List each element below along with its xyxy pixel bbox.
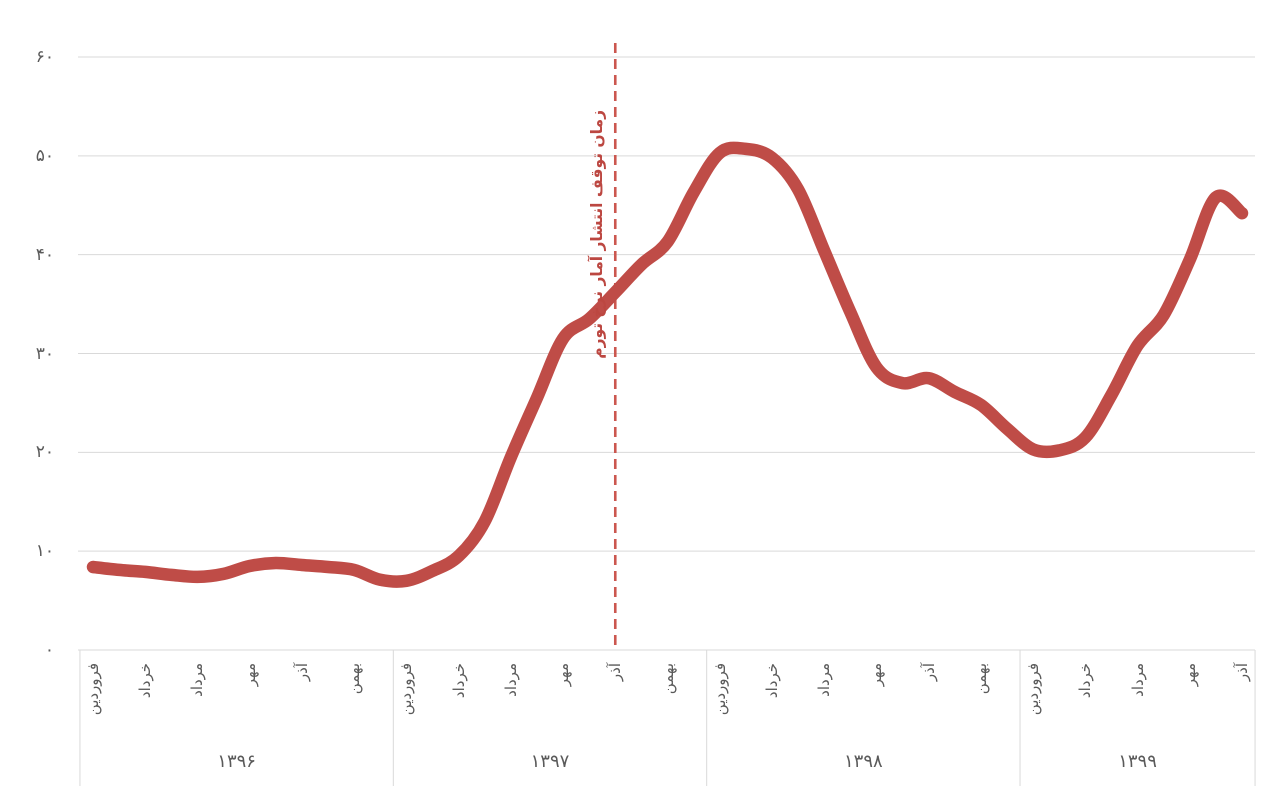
y-axis-tick-label: ۵۰ bbox=[35, 145, 54, 166]
y-axis-tick-label: ۶۰ bbox=[35, 47, 54, 67]
month-tick-label: فروردین bbox=[710, 663, 729, 716]
year-label: ۱۳۹۶ bbox=[217, 751, 256, 772]
month-tick-label: فروردین bbox=[1024, 663, 1043, 716]
year-label: ۱۳۹۷ bbox=[530, 751, 570, 772]
month-tick-label: مهر bbox=[554, 663, 573, 687]
month-tick-label: مرداد bbox=[188, 663, 207, 697]
y-axis-tick-label: ۰ bbox=[44, 640, 54, 660]
month-tick-label: خرداد bbox=[136, 663, 155, 699]
month-tick-label: بهمن bbox=[971, 663, 990, 695]
month-tick-label: بهمن bbox=[658, 663, 677, 695]
month-tick-label: مرداد bbox=[815, 663, 834, 697]
month-tick-label: آذر bbox=[606, 663, 625, 682]
month-tick-label: بهمن bbox=[345, 663, 364, 695]
month-tick-label: مهر bbox=[1180, 663, 1199, 687]
month-tick-label: خرداد bbox=[449, 663, 468, 699]
month-tick-label: مهر bbox=[867, 663, 886, 687]
month-tick-label: مهر bbox=[240, 663, 259, 687]
y-axis-tick-label: ۳۰ bbox=[35, 343, 54, 364]
month-tick-label: فروردین bbox=[397, 663, 416, 716]
month-tick-label: مرداد bbox=[1128, 663, 1147, 697]
y-axis-tick-label: ۲۰ bbox=[35, 442, 54, 463]
inflation-curve bbox=[86, 141, 1249, 588]
annotation-text: زمان توقف انتشار آمار نرخ تورم bbox=[588, 110, 607, 359]
month-tick-label: مرداد bbox=[501, 663, 520, 697]
month-tick-label: فروردین bbox=[84, 663, 102, 716]
month-tick-label: آذر bbox=[919, 663, 938, 682]
month-tick-label: آذر bbox=[1233, 663, 1251, 682]
y-axis-tick-label: ۱۰ bbox=[35, 541, 54, 562]
year-label: ۱۳۹۹ bbox=[1118, 751, 1157, 772]
month-tick-label: آذر bbox=[292, 663, 311, 682]
month-tick-label: خرداد bbox=[762, 663, 781, 699]
y-axis-tick-label: ۴۰ bbox=[35, 244, 54, 265]
month-tick-label: خرداد bbox=[1076, 663, 1095, 699]
year-label: ۱۳۹۸ bbox=[844, 751, 883, 772]
